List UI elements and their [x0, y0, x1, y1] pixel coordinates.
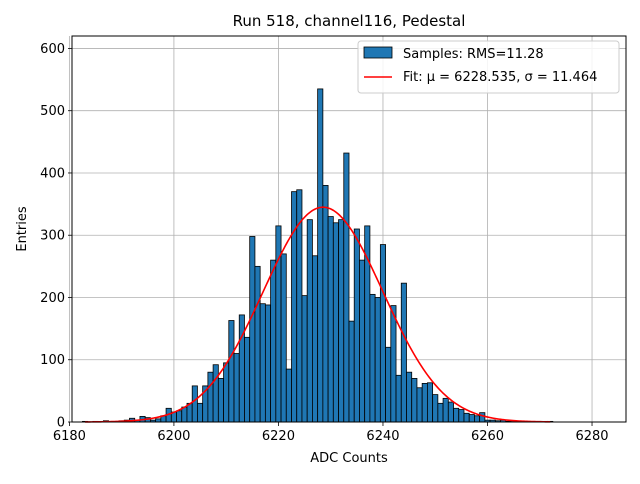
histogram-bar — [217, 378, 224, 423]
histogram-bar — [223, 362, 230, 423]
histogram-bar — [426, 382, 434, 423]
histogram-bar — [254, 265, 261, 423]
histogram-bar — [197, 402, 204, 423]
histogram-bar — [369, 293, 376, 423]
x-tick-label: 6240 — [366, 429, 399, 444]
histogram-bar — [338, 219, 345, 423]
histogram-bar — [181, 406, 188, 423]
histogram-bar — [207, 371, 214, 423]
histogram-bar — [447, 401, 454, 423]
histogram-bar — [322, 185, 329, 423]
legend-box — [357, 40, 620, 94]
histogram-bar — [353, 228, 360, 423]
histogram-bar — [212, 364, 219, 423]
legend-samples-label: Samples: RMS=11.28 — [403, 47, 544, 62]
histogram-bar — [264, 304, 272, 423]
histogram-bar — [280, 253, 287, 423]
y-tick-label: 100 — [40, 353, 65, 368]
histogram-bar — [416, 387, 423, 423]
histogram-bar — [453, 407, 460, 423]
y-axis-ticks: 0 100 200 300 400 500 600 — [40, 42, 72, 431]
histogram-bar — [385, 346, 392, 423]
histogram-bar — [442, 397, 449, 423]
histogram-bar — [390, 305, 397, 423]
histogram-bar — [395, 374, 402, 423]
x-tick-label: 6200 — [157, 429, 190, 444]
legend-samples-swatch — [363, 46, 393, 59]
histogram-bar — [291, 191, 298, 423]
x-axis-ticks: 6180 6200 6220 6240 6260 6280 — [53, 422, 609, 444]
histogram-bar — [249, 236, 256, 423]
histogram-bar — [233, 353, 240, 423]
histogram-bar — [270, 259, 277, 423]
x-tick-label: 6180 — [53, 429, 86, 444]
histogram-bar — [176, 410, 183, 423]
histogram-bar — [301, 295, 308, 423]
x-axis-label: ADC Counts — [310, 451, 388, 466]
y-tick-label: 300 — [40, 229, 65, 244]
histogram-bar — [421, 382, 428, 423]
fit-curve-group — [85, 206, 551, 423]
histogram-bar — [359, 259, 366, 423]
histogram-bar — [479, 412, 486, 423]
histogram-bar — [332, 222, 339, 423]
histogram-bar — [400, 282, 407, 423]
histogram-bar — [406, 371, 413, 423]
histogram-bar — [259, 303, 266, 423]
histogram-bar — [374, 297, 381, 423]
legend: Samples: RMS=11.28 Fit: μ = 6228.535, σ … — [357, 40, 620, 94]
histogram-bar — [463, 412, 470, 423]
histogram-bars — [82, 88, 554, 423]
x-tick-label: 6260 — [471, 429, 504, 444]
y-tick-label: 200 — [40, 291, 65, 306]
histogram-bar — [228, 320, 235, 423]
y-tick-label: 600 — [40, 42, 65, 57]
x-tick-label: 6280 — [575, 429, 608, 444]
legend-fit-label: Fit: μ = 6228.535, σ = 11.464 — [403, 70, 597, 85]
histogram-bar — [312, 255, 319, 423]
histogram-bar — [317, 88, 324, 423]
histogram-bar — [327, 216, 334, 423]
x-tick-label: 6220 — [262, 429, 295, 444]
histogram-bar — [244, 336, 251, 423]
plot-frame — [71, 35, 627, 423]
histogram-bar — [437, 402, 444, 423]
histogram-bar — [458, 409, 465, 423]
histogram-bar — [379, 244, 386, 423]
y-axis-label: Entries — [15, 206, 30, 252]
y-tick-label: 500 — [40, 104, 65, 119]
y-tick-label: 400 — [40, 166, 65, 181]
fit-curve — [85, 206, 551, 423]
chart-title: Run 518, channel116, Pedestal — [233, 12, 466, 30]
histogram-bar — [343, 152, 350, 423]
y-tick-label: 0 — [57, 416, 65, 431]
histogram-bar — [432, 394, 439, 423]
histogram-bar — [285, 368, 292, 423]
histogram-bar — [411, 378, 418, 423]
histogram-bar — [468, 414, 475, 423]
histogram-bar — [306, 219, 313, 423]
histogram-bar — [474, 415, 481, 423]
histogram-bar — [348, 320, 355, 423]
histogram-bar — [191, 385, 198, 423]
